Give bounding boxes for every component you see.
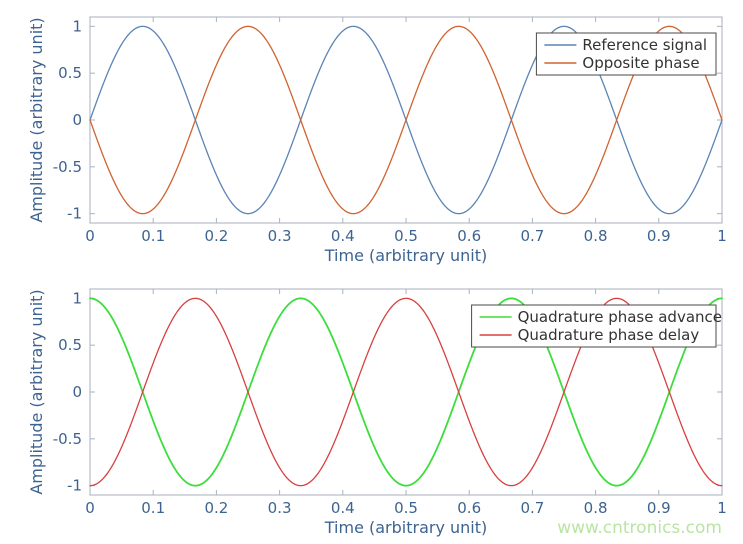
x-tick-label: 1	[717, 499, 727, 517]
x-tick-label: 0.7	[520, 227, 544, 245]
x-tick-label: 0.9	[647, 499, 671, 517]
legend-label-0: Quadrature phase advance	[518, 308, 722, 326]
x-tick-label: 0	[85, 227, 95, 245]
bottom-chart: 0 0.1 0.2 0.3 0.4 0.5 0.6 0.7 0.8 0.9 1 -1 -0.5 0 0.5 1…	[27, 288, 727, 538]
x-axis-label: Time (arbitrary unit)	[324, 246, 488, 265]
series-path-1	[89, 297, 723, 487]
y-tick-label: 1	[72, 289, 82, 307]
y-axis-label: Amplitude (arbitrary unit)	[27, 289, 46, 494]
x-tick-label: 0.2	[204, 227, 228, 245]
watermark-text: www.cntronics.com	[557, 518, 722, 538]
y-tick-label: 0.5	[58, 64, 82, 82]
legend-box	[535, 32, 717, 76]
y-tick-label: -0.5	[53, 430, 82, 448]
legend-label-0: Reference signal	[582, 36, 707, 54]
x-tick-label: 0.7	[520, 499, 544, 517]
series-path-0	[89, 297, 723, 487]
y-tick-label: 0	[72, 111, 82, 129]
y-tick-label: 1	[72, 17, 82, 35]
x-tick-label: 0.9	[647, 227, 671, 245]
x-tick-label: 0.5	[394, 499, 418, 517]
legend-box	[471, 304, 717, 348]
x-axis-label: Time (arbitrary unit)	[324, 518, 488, 537]
x-tick-label: 0.1	[141, 499, 165, 517]
x-tick-label: 0.5	[394, 227, 418, 245]
x-tick-label: 0.6	[457, 227, 481, 245]
x-tick-label: 0.3	[268, 499, 292, 517]
y-axis-label: Amplitude (arbitrary unit)	[27, 17, 46, 222]
x-tick-label: 0.3	[268, 227, 292, 245]
x-tick-label: 0.6	[457, 499, 481, 517]
x-tick-label: 0.2	[204, 499, 228, 517]
y-tick-label: 0.5	[58, 336, 82, 354]
x-tick-label: 0.8	[584, 499, 608, 517]
x-tick-label: 0.4	[331, 227, 355, 245]
x-tick-label: 1	[717, 227, 727, 245]
legend-label-1: Opposite phase	[582, 54, 699, 72]
x-tick-label: 0.8	[584, 227, 608, 245]
y-tick-label: -0.5	[53, 158, 82, 176]
top-chart: 0 0.1 0.2 0.3 0.4 0.5 0.6 0.7 0.8 0.9 1 -1 -0.5 0 0.5 1…	[27, 16, 727, 265]
x-tick-label: 0.4	[331, 499, 355, 517]
y-tick-label: -1	[67, 477, 82, 495]
x-tick-label: 0	[85, 499, 95, 517]
legend-label-1: Quadrature phase delay	[518, 326, 700, 344]
x-tick-label: 0.1	[141, 227, 165, 245]
series-path-1	[89, 25, 723, 215]
y-tick-label: -1	[67, 205, 82, 223]
y-tick-label: 0	[72, 383, 82, 401]
